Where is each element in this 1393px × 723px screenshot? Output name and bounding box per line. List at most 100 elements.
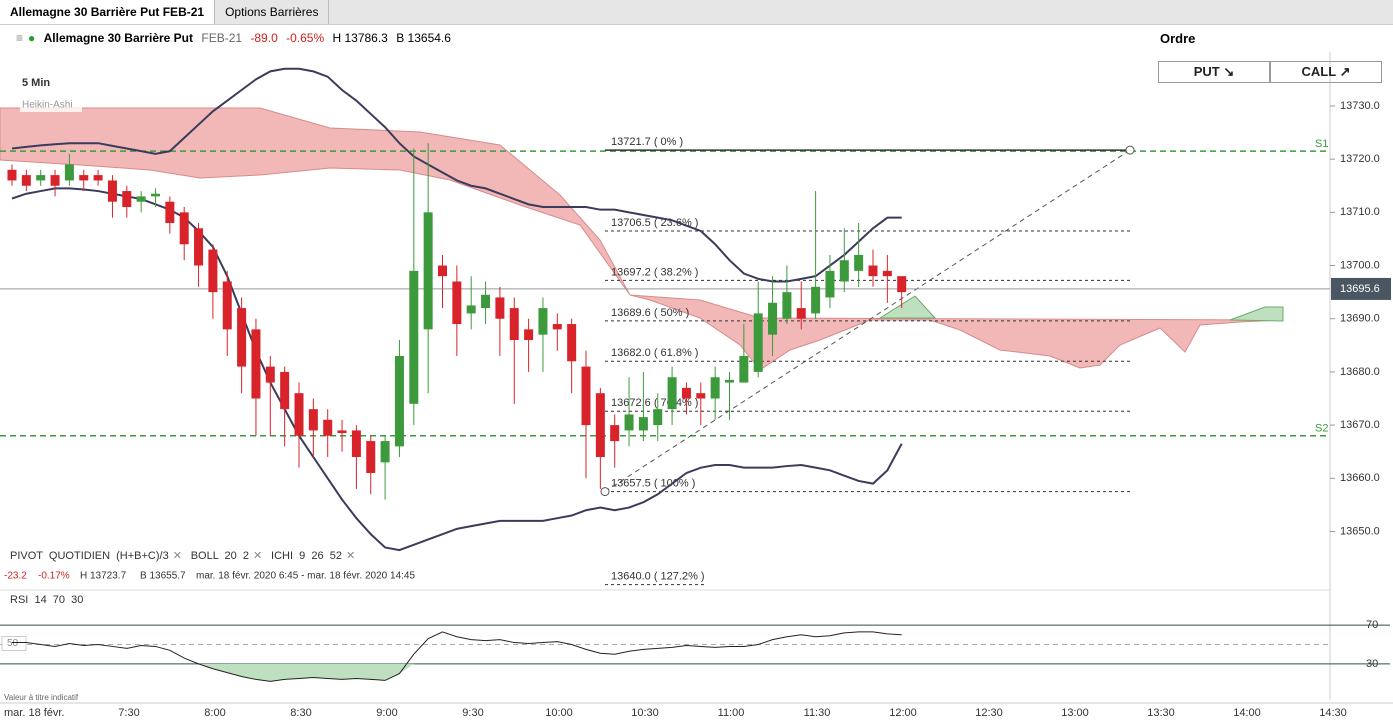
call-button[interactable]: CALL ↗ [1270,61,1382,83]
candle-body [481,294,491,309]
instrument-header: ≡ ● Allemagne 30 Barrière Put FEB-21 -89.… [16,31,451,45]
y-tick-label: 13730.0 [1340,100,1380,112]
put-button[interactable]: PUT ↘ [1158,61,1270,83]
candle-body [337,430,347,434]
remove-icon: ✕ [173,550,182,562]
y-tick-label: 13690.0 [1340,313,1380,325]
candle-body [495,297,505,319]
x-tick-label: 12:00 [889,707,917,719]
candle-body [552,324,562,330]
remove-icon: ✕ [346,550,355,562]
x-tick-label: 14:00 [1233,707,1261,719]
tab[interactable]: Options Barrières [215,0,330,24]
candle-body [107,180,117,202]
ichimoku-cloud [0,107,631,296]
y-tick-label: 13700.0 [1340,259,1380,271]
fib-label: 13721.7 ( 0% ) [611,136,683,148]
x-tick-label: 12:30 [975,707,1003,719]
candle-body [222,281,232,330]
instrument: Allemagne 30 Barrière Put [43,31,194,45]
candle-body [524,329,534,340]
candle-body [581,366,591,426]
candle-body [179,212,189,245]
x-tick-label: 13:30 [1147,707,1175,719]
candle-body [136,196,146,202]
high: H 13786.3 [332,31,388,45]
candle-body [208,249,218,293]
rsi-label: RSI 14 70 30 [10,594,83,606]
candle-body [710,377,720,399]
current-price-box [1331,277,1391,300]
contract: FEB-21 [201,31,243,45]
rsi-fill [12,663,902,682]
candle-body [237,308,247,367]
candle-body [194,228,204,266]
x-tick-label: 13:00 [1061,707,1089,719]
candle-body [667,377,677,410]
stat: mar. 18 févr. 2020 6:45 - mar. 18 févr. … [196,571,415,582]
candle-body [897,276,907,293]
candle-body [638,417,648,431]
candle-body [538,308,548,335]
y-tick-label: 13710.0 [1340,206,1380,218]
rsi-tick-label: 30 [1366,658,1378,670]
change-pct: -0.65% [286,31,325,45]
candle-body [567,324,577,362]
fib-label: 13697.2 ( 38.2% ) [611,266,698,278]
candle-body [739,355,749,383]
candle-body [624,414,634,431]
fib-label: 13689.6 ( 50% ) [611,307,689,319]
x-tick-label: 14:30 [1319,707,1347,719]
change: -89.0 [250,31,278,45]
y-tick-label: 13680.0 [1340,366,1380,378]
candle-body [466,305,476,314]
x-tick-label: 7:30 [118,707,139,719]
candle-body [796,308,806,319]
x-tick-label: 8:00 [204,707,225,719]
candle-body [64,164,74,181]
candle-body [366,441,376,473]
tab-bar: Allemagne 30 Barrière Put FEB-21 Options… [0,0,1393,25]
candle-body [438,265,447,277]
style-box [20,98,82,112]
candle-body [265,366,275,383]
y-tick-label: 13670.0 [1340,419,1380,431]
candle-body [409,270,419,404]
rsi-mid-box [1,636,27,651]
candle-body [251,329,261,399]
stat: -23.2 [4,571,27,582]
candle-body [882,270,892,277]
candle-body [653,409,663,426]
candle-body [323,419,333,436]
tab[interactable]: Allemagne 30 Barrière Put FEB-21 [0,0,216,24]
candle-body [50,175,60,186]
candle-body [696,393,706,399]
fib-label: 13657.5 ( 100% ) [611,478,695,490]
fib-label: 13682.0 ( 61.8% ) [611,347,698,359]
rsi-tick-label: 70 [1366,619,1378,631]
candle-body [768,302,778,335]
candle-body [839,260,849,282]
x-tick-label: 11:30 [804,707,831,719]
fib-label: 13706.5 ( 23.6% ) [611,217,698,229]
fib-anchor [600,487,610,497]
fib-label: 13672.6 ( 76.4% ) [611,397,698,409]
order-label: Ordre [1160,31,1196,46]
candle-body [7,169,17,181]
style-label: Heikin-Ashi [22,100,73,111]
fib-anchor [1125,145,1135,155]
candle-body [351,430,361,458]
rsi-mid-label: 50 [7,638,19,649]
pivot-label: S2 [1315,423,1328,435]
remove-icon: ✕ [253,550,262,562]
candle-body [151,193,160,197]
x-tick-label: 10:30 [631,707,659,719]
stat: B 13655.7 [140,571,186,582]
candle-body [681,387,691,399]
ichimoku-cloud [878,295,937,319]
stat: -0.17% [38,571,70,582]
candle-body [854,254,864,271]
buttons: PUT ↘ CALL ↗ [1158,61,1382,83]
candle-body [21,175,31,186]
